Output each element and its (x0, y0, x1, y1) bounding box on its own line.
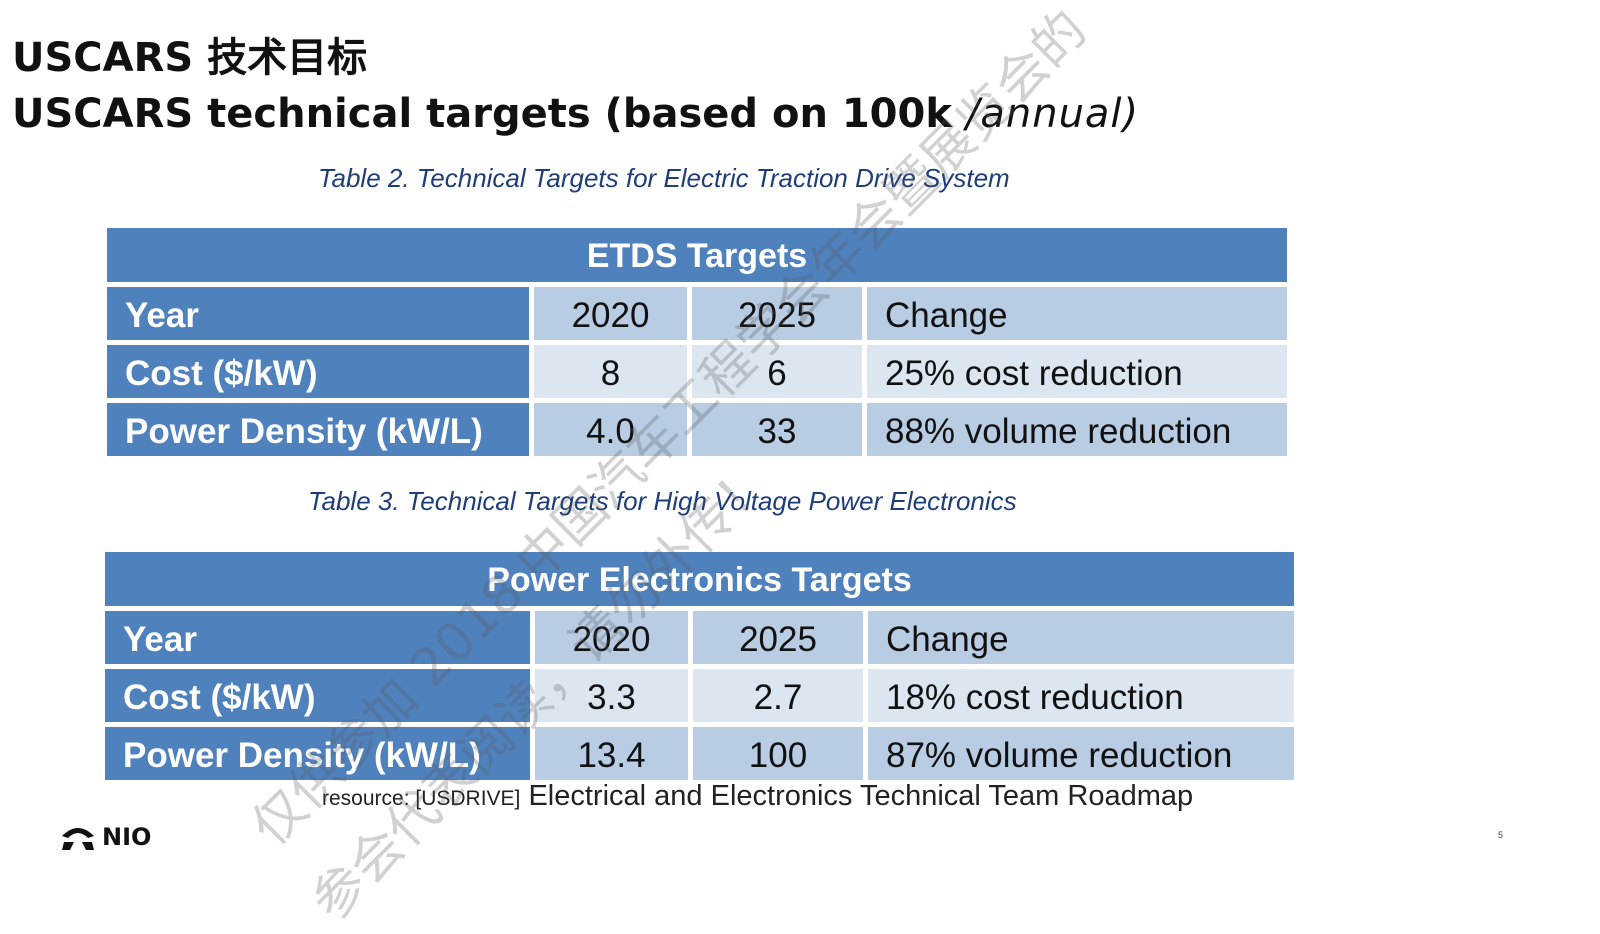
table3-row-cost-2020: 3.3 (535, 669, 688, 722)
table3-header: Power Electronics Targets (105, 552, 1294, 606)
title-line-english: USCARS technical targets (based on 100k … (12, 86, 1139, 142)
page-number: 5 (1498, 830, 1504, 840)
title-line-english-main: USCARS technical targets (based on 100k (12, 91, 966, 137)
table2-row-density-label: Power Density (kW/L) (107, 403, 529, 456)
table2-row-year-label: Year (107, 287, 529, 340)
nio-logo-icon (62, 828, 94, 850)
table2-row-density-2020: 4.0 (534, 403, 687, 456)
resource-citation: resource: [USDRIVE] Electrical and Elect… (322, 780, 1193, 813)
table3-row-year-2025: 2025 (693, 611, 863, 664)
table3-row-cost-label: Cost ($/kW) (105, 669, 530, 722)
table2-row-year-2020: 2020 (534, 287, 687, 340)
table3-row-density-2020: 13.4 (535, 727, 688, 780)
table3-row-cost-change: 18% cost reduction (868, 669, 1294, 722)
table2-row-cost-change: 25% cost reduction (867, 345, 1287, 398)
table3-row-year-label: Year (105, 611, 530, 664)
table3-caption: Table 3. Technical Targets for High Volt… (308, 486, 1017, 516)
table2-row-cost-2020: 8 (534, 345, 687, 398)
table3-row-year-change: Change (868, 611, 1294, 664)
nio-logo-text: NIO (102, 823, 152, 851)
resource-title: Electrical and Electronics Technical Tea… (520, 780, 1194, 812)
table2-header: ETDS Targets (107, 228, 1287, 282)
title-line-chinese: USCARS 技术目标 (12, 35, 368, 81)
nio-logo: NIO (60, 822, 151, 852)
table3-row-cost-2025: 2.7 (693, 669, 863, 722)
etds-targets-table: ETDS Targets Year 2020 2025 Change Cost … (107, 228, 1287, 456)
resource-prefix: resource: [USDRIVE] (322, 787, 521, 810)
table3-row-year-2020: 2020 (535, 611, 688, 664)
title-line-english-tail: /annual) (965, 91, 1140, 137)
table3-row-density-2025: 100 (693, 727, 863, 780)
table2-row-density-2025: 33 (692, 403, 862, 456)
power-electronics-targets-table: Power Electronics Targets Year 2020 2025… (105, 552, 1294, 780)
table2-caption: Table 2. Technical Targets for Electric … (318, 163, 1010, 193)
table2-row-cost-label: Cost ($/kW) (107, 345, 529, 398)
slide-title: USCARS 技术目标 USCARS technical targets (ba… (12, 30, 1139, 142)
table2-row-year-2025: 2025 (692, 287, 862, 340)
table3-row-density-label: Power Density (kW/L) (105, 727, 530, 780)
table2-row-density-change: 88% volume reduction (867, 403, 1287, 456)
table3-row-density-change: 87% volume reduction (868, 727, 1294, 780)
table2-row-cost-2025: 6 (692, 345, 862, 398)
table2-row-year-change: Change (867, 287, 1287, 340)
